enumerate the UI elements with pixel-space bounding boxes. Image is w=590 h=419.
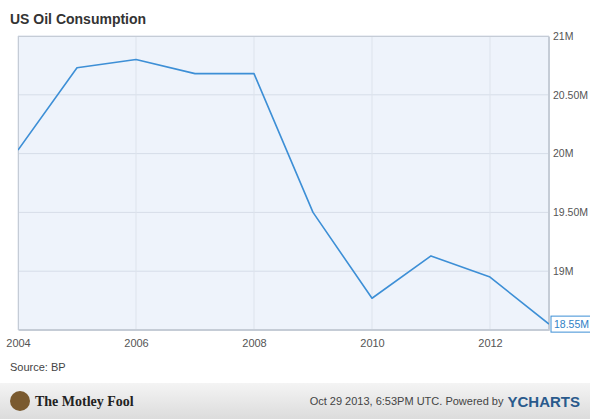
value-flag-box (551, 316, 590, 332)
footer-brand: YCHARTS (507, 393, 580, 410)
logo-text: The Motley Fool (35, 394, 134, 409)
x-tick: 2008 (242, 330, 266, 349)
x-tick-label: 2008 (242, 337, 266, 349)
y-tick: 19.50M (549, 206, 588, 218)
x-tick-label: 2012 (478, 337, 502, 349)
grid (18, 36, 549, 330)
y-tick-label: 19.50M (553, 206, 588, 218)
value-label: 18.55M (554, 318, 589, 330)
x-tick-label: 2010 (360, 337, 384, 349)
x-tick: 2006 (124, 330, 148, 349)
x-tick: 2012 (478, 330, 502, 349)
title: US Oil Consumption (10, 11, 146, 27)
logo-icon (10, 391, 30, 411)
chart: US Oil Consumption 19M 19.50M 20M 20.50M 21M 2… (0, 0, 590, 419)
grid-line (18, 271, 549, 272)
x-tick-label: 2006 (124, 337, 148, 349)
x-tick: 2004 (6, 330, 30, 349)
footer-note: Oct 29 2013, 6:53PM UTC. Powered by (310, 395, 504, 407)
plot-frame (19, 37, 549, 330)
y-tick-label: 19M (553, 265, 573, 277)
footer-band (0, 383, 590, 419)
value-flag: 18.55M (551, 316, 590, 332)
y-tick-label: 20.50M (553, 89, 588, 101)
grid-line (372, 36, 373, 330)
series-line (18, 60, 549, 325)
series-group (18, 60, 549, 325)
y-tick-label: 20M (553, 147, 573, 159)
plot-background (18, 36, 549, 330)
x-axis-line (19, 330, 550, 331)
grid-line (18, 94, 549, 95)
x-axis: 2004 2006 2008 2010 2012 (6, 330, 549, 349)
source: Source: BP (10, 361, 66, 373)
y-tick: 20.50M (549, 89, 588, 101)
y-axis: 19M 19.50M 20M 20.50M 21M (549, 30, 588, 331)
y-tick: 21M (549, 30, 573, 42)
y-tick-label: 21M (553, 30, 573, 42)
grid-line (18, 212, 549, 213)
grid-line (490, 36, 491, 330)
y-tick: 20M (549, 147, 573, 159)
grid-line (136, 36, 137, 330)
x-tick: 2010 (360, 330, 384, 349)
x-tick-label: 2004 (6, 337, 30, 349)
y-tick: 19M (549, 265, 573, 277)
grid-line (254, 36, 255, 330)
y-axis-line (549, 37, 550, 331)
grid-line (18, 153, 549, 154)
